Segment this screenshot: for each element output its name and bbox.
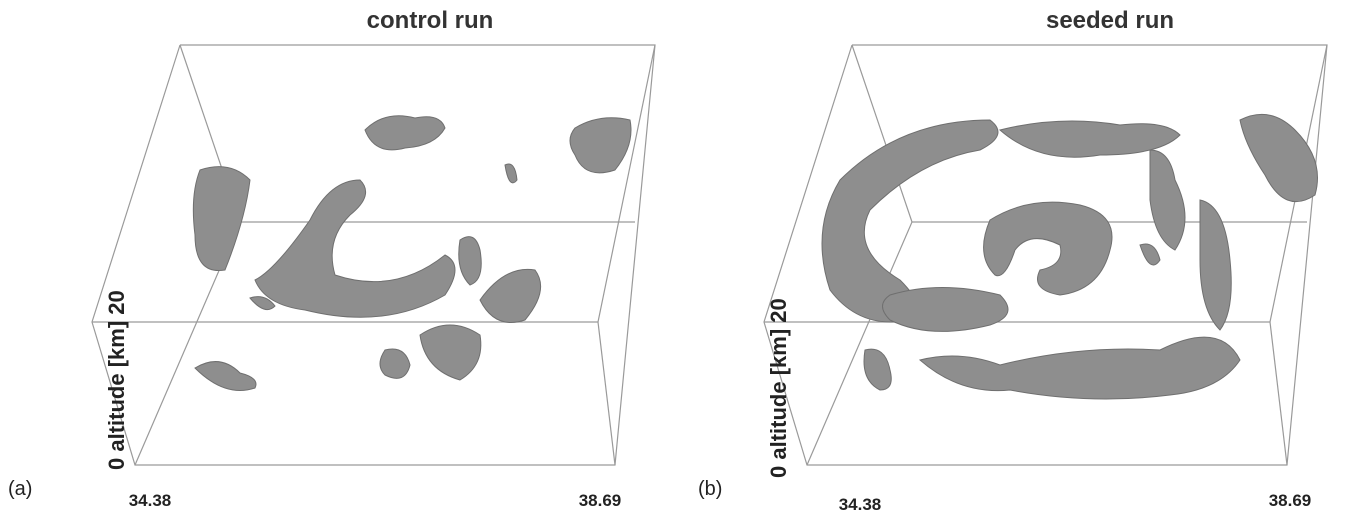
z-tick-label: 0	[104, 458, 129, 470]
panel-title: control run	[367, 7, 494, 34]
panel-label: (b)	[698, 478, 722, 500]
panel-title: seeded run	[1046, 7, 1174, 34]
isosurfaces	[193, 116, 631, 391]
figure: control run (a) 34.38 38.69 0 altitude […	[0, 0, 1372, 520]
z-axis-label: altitude [km]	[766, 329, 791, 460]
isosurfaces	[822, 114, 1318, 399]
z-axis-label: altitude [km]	[104, 321, 129, 452]
z-axis: 0 altitude [km] 20	[104, 290, 129, 470]
z-tick-label: 20	[766, 298, 791, 322]
x-tick-label: 38.69	[579, 491, 622, 510]
x-tick-label: 34.38	[839, 495, 882, 514]
panel-a: control run (a) 34.38 38.69 0 altitude […	[8, 7, 655, 510]
x-tick-label: 38.69	[1269, 491, 1312, 510]
z-tick-label: 20	[104, 290, 129, 314]
panel-b: seeded run (b) 34.38 38.69 0 altitude [k…	[698, 7, 1327, 514]
x-tick-label: 34.38	[129, 491, 172, 510]
bounding-box	[92, 45, 655, 465]
z-tick-label: 0	[766, 466, 791, 478]
z-axis: 0 altitude [km] 20	[766, 298, 791, 478]
panel-label: (a)	[8, 478, 32, 500]
